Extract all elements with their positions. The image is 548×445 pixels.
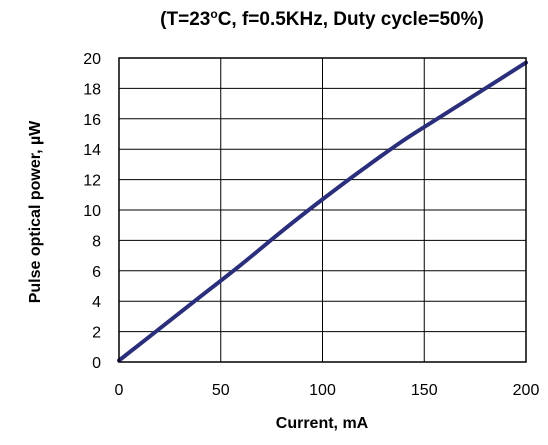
x-tick-label: 50 [212,382,230,399]
x-tick-label: 100 [309,382,336,399]
y-tick-label: 0 [92,355,101,372]
y-tick-label: 10 [83,203,101,220]
x-tick-label: 150 [411,382,438,399]
y-tick-label: 20 [83,51,101,68]
chart-title-degree: o [210,7,217,21]
y-tick-label: 18 [83,81,101,98]
series-line [117,60,528,363]
x-tick-label: 200 [513,382,540,399]
chart-title: (T=23oC, f=0.5KHz, Duty cycle=50%) [160,7,484,30]
plot-frame [118,57,527,363]
y-axis-label: Pulse optical power, µW [27,120,44,303]
y-tick-label: 14 [83,142,101,159]
tick-labels: 0 50 100 150 200 0 2 4 6 8 10 12 14 16 18 20 [83,51,539,399]
y-tick-label: 8 [92,233,101,250]
x-axis-label: Current, mA [276,415,369,432]
x-tick-label: 0 [115,382,124,399]
y-tick-label: 2 [92,325,101,342]
series-layer [117,60,528,363]
y-tick-label: 12 [83,173,101,190]
y-tick-label: 4 [92,294,101,311]
chart-title-main: (T=23 [160,9,210,30]
y-tick-label: 16 [83,112,101,129]
y-tick-label: 6 [92,264,101,281]
chart-title-rest: C, f=0.5KHz, Duty cycle=50%) [218,9,484,30]
